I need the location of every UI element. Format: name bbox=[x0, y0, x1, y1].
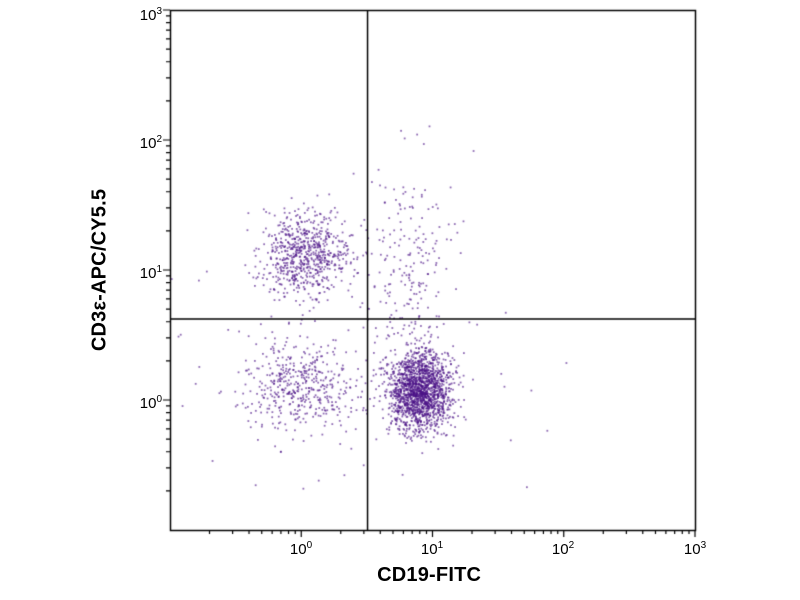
y-tick-label: 103 bbox=[139, 6, 162, 24]
y-tick-label: 101 bbox=[139, 264, 162, 282]
y-axis-label: CD3ε-APC/CY5.5 bbox=[88, 188, 111, 352]
x-tick-label: 103 bbox=[683, 540, 707, 558]
x-tick-label: 101 bbox=[420, 540, 444, 558]
x-tick-label: 102 bbox=[551, 540, 575, 558]
y-tick-label: 102 bbox=[139, 134, 162, 152]
x-tick-label: 100 bbox=[289, 540, 313, 558]
y-tick-label: 100 bbox=[139, 394, 162, 412]
x-axis-label: CD19-FITC bbox=[377, 564, 482, 586]
